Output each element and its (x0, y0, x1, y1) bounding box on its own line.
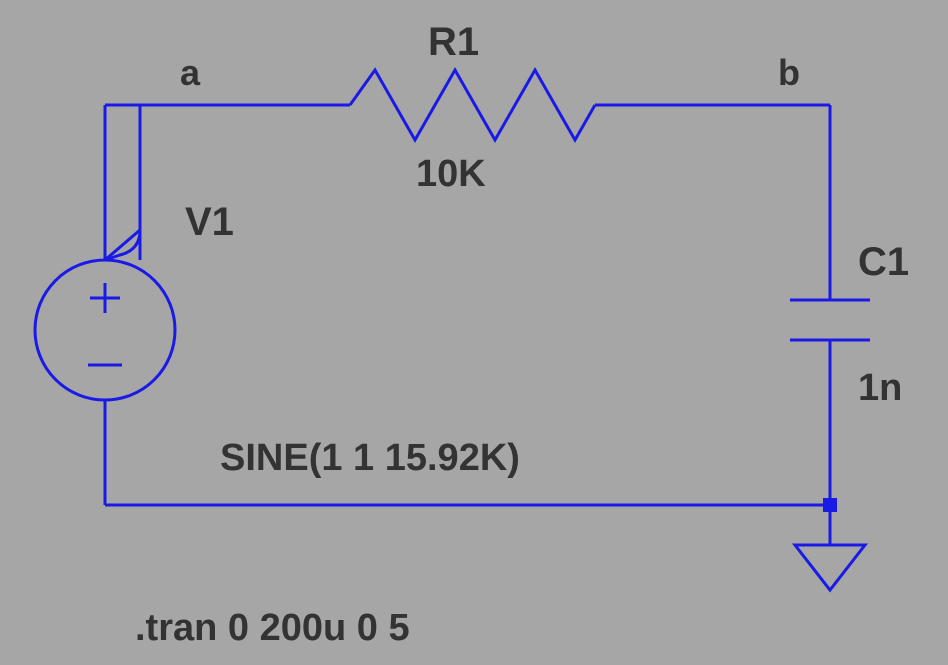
circuit-schematic: a b R1 10K V1 SINE(1 1 15.92K) C1 1n .tr… (0, 0, 948, 665)
node-a-label: a (180, 52, 201, 93)
resistor-r1-symbol (350, 70, 595, 140)
voltage-source-v1-symbol (35, 260, 175, 400)
v1-value: SINE(1 1 15.92K) (220, 437, 520, 479)
r1-ref: R1 (428, 20, 479, 64)
spice-directive: .tran 0 200u 0 5 (135, 607, 410, 649)
ground-symbol (795, 545, 865, 590)
c1-ref: C1 (858, 240, 909, 284)
node-b-label: b (778, 52, 800, 93)
c1-value: 1n (858, 367, 902, 409)
r1-value: 10K (416, 153, 486, 195)
v1-ref: V1 (185, 200, 234, 244)
